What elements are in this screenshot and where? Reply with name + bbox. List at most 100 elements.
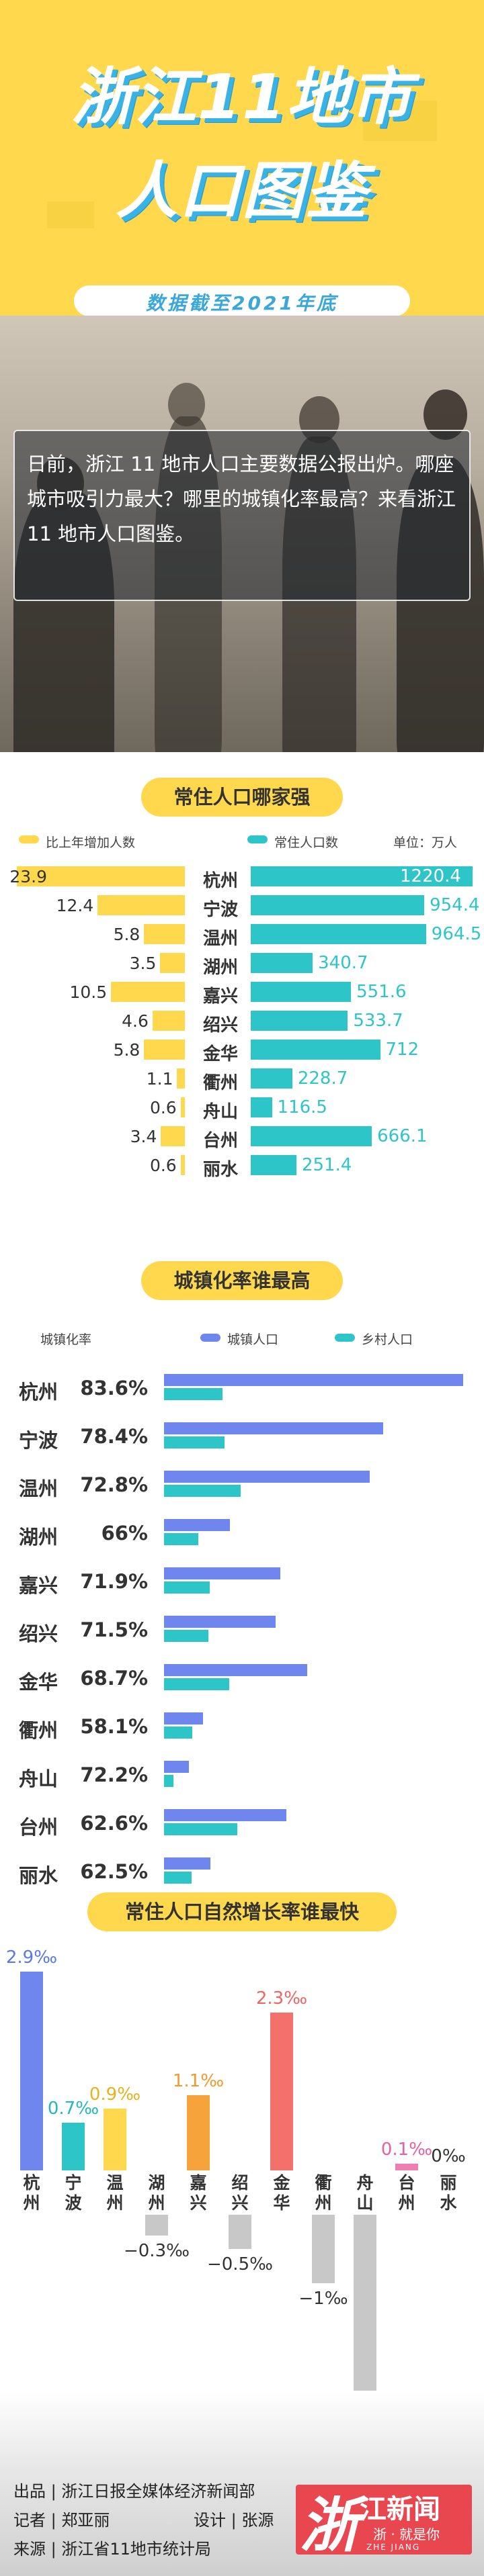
urbanization-rate: 58.1% [80, 1715, 148, 1738]
page-title-line2: 人口图鉴 [115, 155, 368, 227]
bar-growth [104, 2109, 126, 2170]
city-label: 丽水 [19, 1864, 58, 1887]
city-label: 舟山 [19, 1767, 58, 1790]
value-growth: 2.9‰ [5, 1947, 58, 1968]
bar-population [251, 1097, 272, 1117]
bar-growth [145, 2215, 168, 2236]
logo-slogan: 浙 · 就是你 [373, 2526, 440, 2542]
value-increase: 1.1 [146, 1069, 173, 1089]
value-population: 712 [385, 1040, 419, 1060]
urbanization-rate: 62.6% [80, 1812, 148, 1835]
city-label: 绍兴 [19, 1622, 58, 1645]
value-growth: 1.1‰ [172, 2070, 225, 2091]
value-increase: 4.6 [122, 1011, 149, 1031]
credit-producer: 出品 | 浙江日报全媒体经济新闻部 [13, 2482, 255, 2501]
legend-population: 常住人口数 [274, 835, 339, 850]
legend-increase: 比上年增加人数 [46, 835, 136, 850]
bar-growth [187, 2095, 210, 2170]
city-label: 湖州 [19, 1526, 58, 1549]
city-label: 台州 [398, 2173, 415, 2213]
bar-increase [160, 953, 185, 973]
value-population: 251.4 [301, 1155, 352, 1175]
value-population: 954.4 [430, 895, 480, 915]
value-growth: 0.1‰ [380, 2139, 433, 2160]
urbanization-rate: 83.6% [80, 1377, 148, 1399]
urbanization-rate: 72.2% [80, 1763, 148, 1786]
bar-urban [164, 1761, 189, 1773]
bar-rural [164, 1727, 192, 1739]
bar-increase [111, 982, 185, 1002]
bar-growth [20, 1972, 43, 2170]
bar-urban [164, 1374, 463, 1386]
city-label: 温州 [106, 2173, 124, 2213]
bar-growth [270, 2013, 293, 2170]
city-label: 金华 [19, 1671, 58, 1694]
urbanization-rate: 71.5% [80, 1618, 148, 1641]
bar-urban [164, 1809, 286, 1821]
value-growth: −0.3‰ [123, 2240, 190, 2261]
city-label: 台州 [19, 1816, 58, 1839]
urbanization-rate: 71.9% [80, 1570, 148, 1593]
value-growth: −0.5‰ [206, 2254, 274, 2274]
value-growth: 0‰ [431, 2146, 466, 2166]
city-label: 舟山 [356, 2173, 374, 2213]
legend-swatch-urban [200, 1334, 220, 1342]
bar-population [251, 1068, 292, 1089]
section-title-urbanization: 城镇化率谁最高 [141, 1261, 343, 1300]
urbanization-rate: 66% [101, 1522, 148, 1545]
urbanization-rate: 68.7% [80, 1667, 148, 1690]
bar-urban [164, 1616, 276, 1628]
value-increase: 3.5 [129, 954, 157, 973]
logo-name: 江新闻 [360, 2494, 440, 2525]
city-label: 衢州 [202, 1073, 238, 1093]
page-title: 浙江11地市 [71, 61, 413, 133]
bar-urban [164, 1664, 308, 1676]
bar-population [251, 1011, 348, 1031]
subtitle-pill [74, 285, 410, 316]
value-growth: 2.3‰ [255, 1988, 308, 2009]
value-population: 1220.4 [400, 866, 461, 886]
hero-decoration [47, 101, 437, 228]
city-label: 宁波 [202, 900, 238, 920]
city-label: 绍兴 [231, 2173, 249, 2213]
subtitle: 数据截至2021年底 [146, 292, 338, 314]
legend-swatch-increase [19, 835, 39, 843]
bar-growth [354, 2215, 376, 2413]
bar-rural [164, 1775, 174, 1787]
bar-rural [164, 1872, 192, 1884]
city-label: 湖州 [148, 2173, 165, 2213]
city-label: 衢州 [19, 1719, 58, 1742]
bar-increase [180, 1155, 185, 1175]
city-label: 嘉兴 [190, 2173, 207, 2213]
logo-mark: 浙 [299, 2491, 359, 2560]
value-increase: 5.8 [113, 925, 140, 944]
urbanization-rate: 78.4% [80, 1425, 148, 1448]
section-title-population: 常住人口哪家强 [141, 778, 343, 817]
section-title-growth: 常住人口自然增长率谁最快 [87, 1892, 397, 1931]
intro-box [13, 430, 471, 601]
bar-population [251, 1126, 372, 1146]
bar-rural [164, 1388, 223, 1400]
value-growth: −1‰ [298, 2289, 348, 2309]
logo-box [296, 2485, 472, 2555]
city-label: 金华 [273, 2173, 290, 2213]
value-population: 666.1 [377, 1126, 428, 1146]
city-label: 杭州 [202, 871, 238, 891]
value-increase: 5.8 [113, 1040, 140, 1060]
bar-growth [229, 2215, 251, 2249]
bar-urban [164, 1422, 384, 1434]
bar-growth [395, 2163, 418, 2170]
city-label: 温州 [202, 929, 238, 949]
intro-text: 日前，浙江 11 地市人口主要数据公报出炉。哪座城市吸引力最大？哪里的城镇化率最… [27, 453, 456, 545]
credit-designer: 设计 | 张源 [194, 2511, 274, 2530]
city-label: 绍兴 [202, 1015, 238, 1036]
value-population: 228.7 [297, 1068, 348, 1089]
urbanization-rate: 72.8% [80, 1473, 148, 1496]
value-increase: 10.5 [69, 982, 108, 1002]
value-increase: 3.4 [130, 1127, 157, 1146]
hero-banner [0, 0, 484, 316]
city-label: 宁波 [65, 2173, 82, 2213]
city-label: 衢州 [315, 2173, 332, 2213]
bar-increase [177, 1068, 185, 1089]
